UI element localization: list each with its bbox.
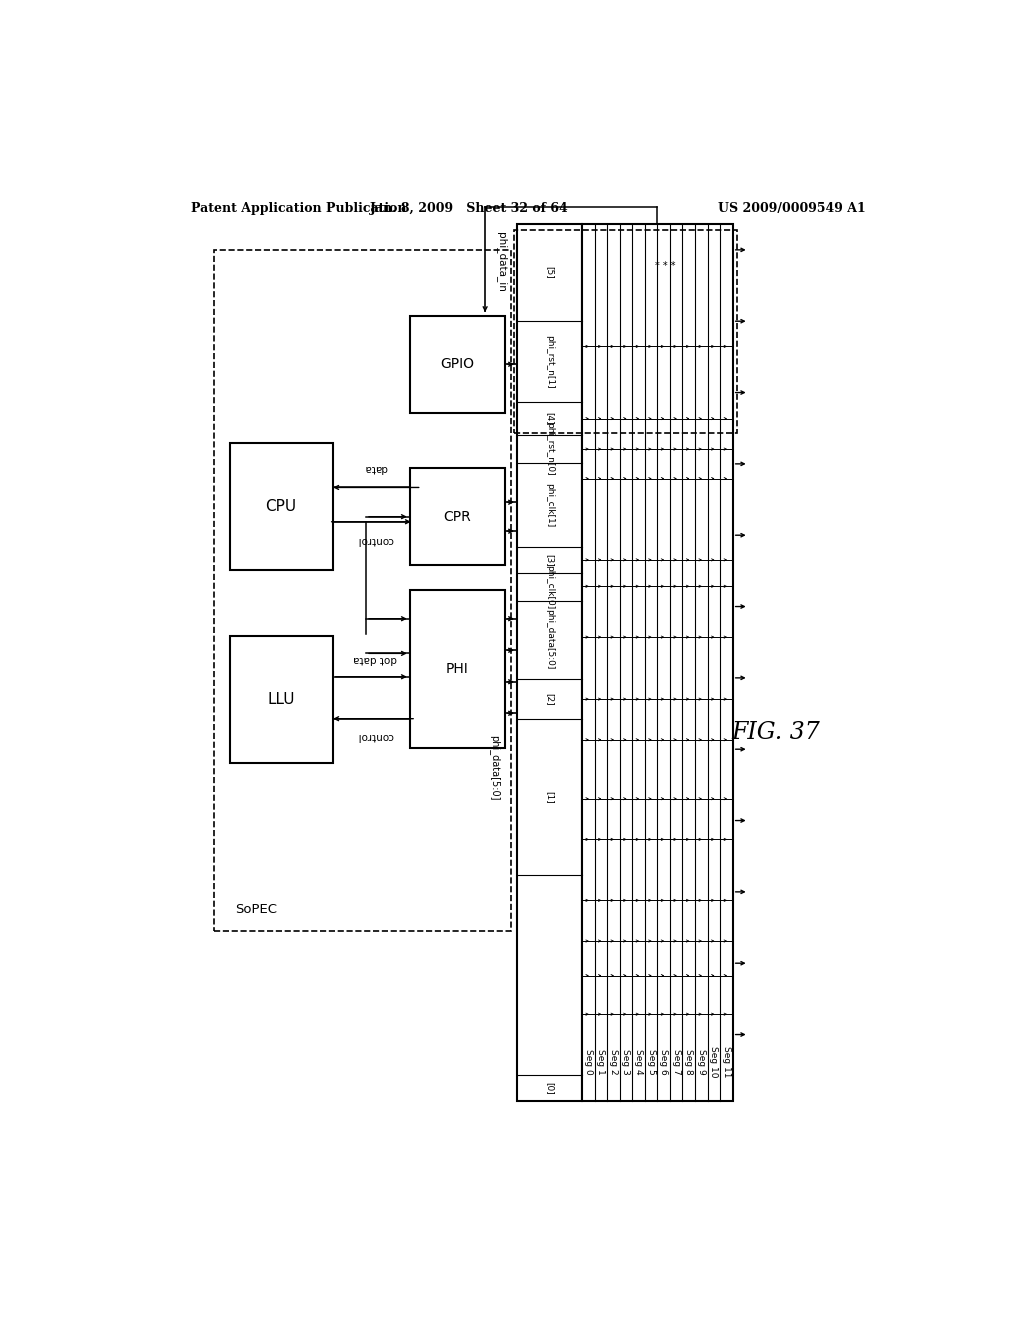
Text: phi_data[5:0]: phi_data[5:0] <box>489 735 500 800</box>
Bar <box>582 224 733 1101</box>
Text: Seg 8: Seg 8 <box>684 1049 693 1074</box>
Bar <box>410 590 505 748</box>
Bar <box>410 469 505 565</box>
Text: Seg 1: Seg 1 <box>596 1049 605 1074</box>
Text: control: control <box>357 731 393 741</box>
Text: [1]: [1] <box>545 791 554 804</box>
Text: [4]: [4] <box>545 412 554 425</box>
Text: Seg 9: Seg 9 <box>696 1049 706 1074</box>
Text: [3]: [3] <box>545 553 554 566</box>
Text: Seg 2: Seg 2 <box>609 1049 617 1074</box>
Text: CPU: CPU <box>265 499 297 513</box>
Bar <box>517 224 582 1101</box>
Text: Seg 6: Seg 6 <box>659 1049 668 1074</box>
Text: GPIO: GPIO <box>440 358 474 371</box>
Text: phi_rst_n[1]: phi_rst_n[1] <box>545 335 554 388</box>
Text: SoPEC: SoPEC <box>236 903 278 916</box>
Text: Seg 11: Seg 11 <box>722 1047 731 1077</box>
Text: Seg 7: Seg 7 <box>672 1049 681 1074</box>
Text: phi_clk[1]: phi_clk[1] <box>545 483 554 527</box>
Text: Seg 5: Seg 5 <box>646 1049 655 1074</box>
Text: Seg 0: Seg 0 <box>584 1049 593 1074</box>
Text: phi_clk[0]: phi_clk[0] <box>545 565 554 609</box>
Text: phi_rst_n[0]: phi_rst_n[0] <box>545 422 554 477</box>
Text: Seg 10: Seg 10 <box>710 1047 719 1077</box>
Text: data: data <box>364 463 387 474</box>
Text: phi_data_in: phi_data_in <box>497 231 507 292</box>
Bar <box>410 315 505 412</box>
Bar <box>229 636 333 763</box>
Text: dot data: dot data <box>353 653 397 664</box>
Text: [0]: [0] <box>545 1081 554 1094</box>
Text: [2]: [2] <box>545 693 554 705</box>
Bar <box>514 230 736 433</box>
Text: Patent Application Publication: Patent Application Publication <box>191 202 407 215</box>
Text: phi_data[5:0]: phi_data[5:0] <box>545 610 554 669</box>
Text: * * *: * * * <box>655 261 676 271</box>
Text: LLU: LLU <box>267 692 295 708</box>
Text: CPR: CPR <box>443 510 471 524</box>
Text: Seg 4: Seg 4 <box>634 1049 643 1074</box>
Text: US 2009/0009549 A1: US 2009/0009549 A1 <box>718 202 866 215</box>
Text: control: control <box>357 535 393 545</box>
Bar <box>229 444 333 570</box>
Text: PHI: PHI <box>446 663 469 676</box>
Bar <box>214 249 511 931</box>
Text: Seg 3: Seg 3 <box>622 1049 631 1074</box>
Text: FIG. 37: FIG. 37 <box>731 721 820 744</box>
Text: [5]: [5] <box>545 267 554 279</box>
Text: Jan. 8, 2009   Sheet 32 of 64: Jan. 8, 2009 Sheet 32 of 64 <box>370 202 568 215</box>
